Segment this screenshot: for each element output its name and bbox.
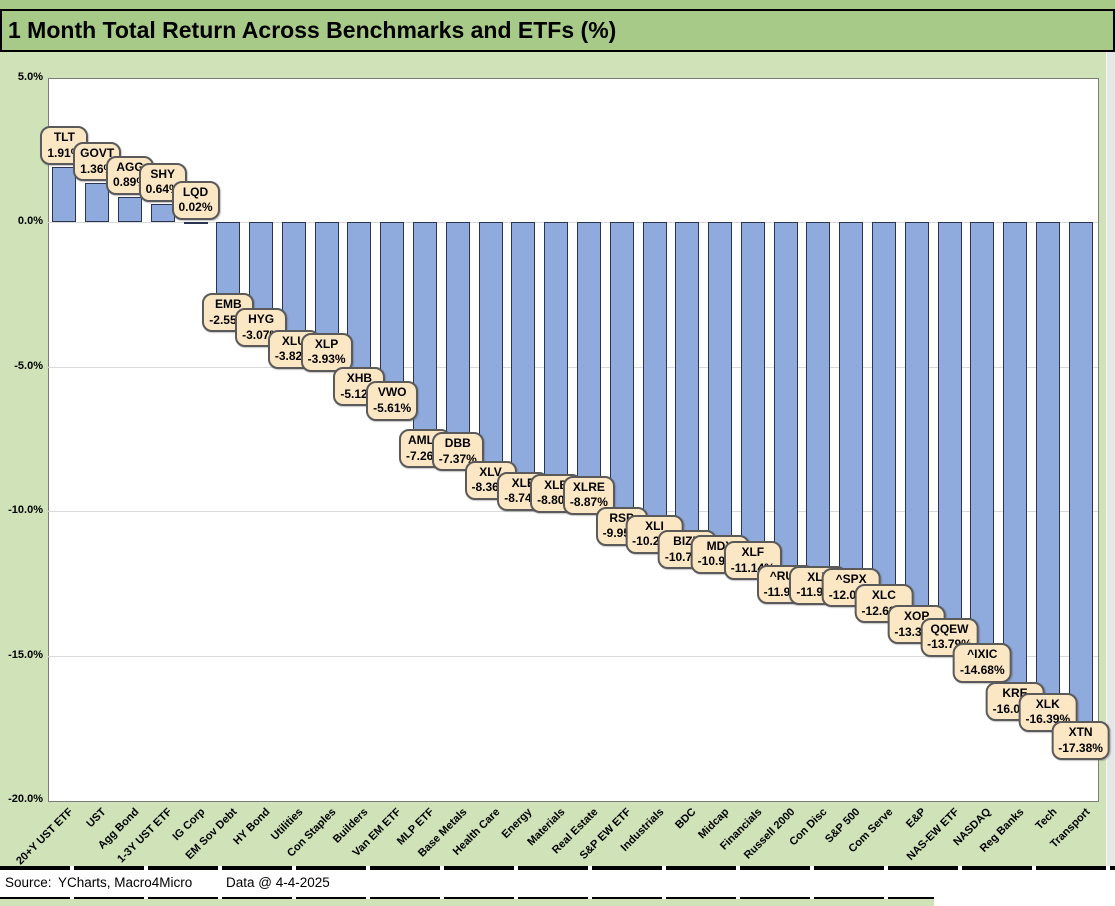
gridline (48, 222, 1098, 224)
bar (347, 222, 372, 371)
callout-value: 1.91% (47, 145, 82, 160)
callout-ticker: XLP (314, 336, 339, 351)
bar (118, 196, 142, 223)
bar (937, 222, 962, 621)
callout-value: -14.68% (959, 662, 1005, 677)
y-axis-tick-label: -20.0% (8, 793, 43, 805)
callout-ticker: LQD (182, 184, 209, 199)
bar (1068, 222, 1093, 725)
callout-ticker: GOVT (80, 146, 115, 161)
callout-ticker: XLV (479, 464, 502, 479)
bar (1003, 222, 1027, 686)
callout-ticker: VWO (377, 385, 407, 400)
callout-ticker: XLU (281, 333, 306, 348)
callout-ticker: ^IXIC (967, 647, 998, 662)
footer-top-border (0, 866, 1115, 870)
right-edge-strip (1106, 52, 1115, 866)
callout-value: -5.61% (373, 400, 412, 415)
y-axis-tick-label: -15.0% (8, 648, 43, 661)
callout-ticker: EMB (214, 297, 242, 311)
source-label: Source: (5, 875, 52, 890)
y-axis-tick-label: -10.0% (8, 504, 43, 517)
bar (708, 222, 732, 538)
data-callout: XLP -3.93% (300, 332, 353, 373)
callout-value: 1.36% (80, 161, 115, 176)
footer-green-strip (0, 899, 934, 906)
callout-ticker: AGG (116, 159, 144, 174)
bar (576, 222, 601, 479)
callout-value: 0.64% (145, 182, 180, 197)
gridline (48, 366, 1098, 368)
top-margin-strip (0, 0, 1115, 9)
bar (511, 222, 536, 475)
callout-ticker: XTN (1068, 725, 1093, 740)
callout-value: -8.87% (569, 495, 608, 510)
bar (609, 222, 634, 510)
bar (675, 222, 700, 534)
y-axis-tick-label: 0.0% (17, 215, 43, 228)
callout-ticker: XLE (511, 475, 535, 490)
title-bar: 1 Month Total Return Across Benchmarks a… (0, 9, 1115, 53)
y-axis-tick-label: 5.0% (17, 71, 43, 83)
callout-ticker: XLI (645, 518, 664, 533)
bar (445, 222, 470, 436)
bar (314, 222, 339, 336)
bar (216, 222, 241, 296)
callout-ticker: DBB (444, 436, 471, 451)
footer: Source: YCharts, Macro4Micro Data @ 4-4-… (0, 866, 1115, 906)
gridline (48, 655, 1098, 657)
bar (871, 222, 896, 588)
bar (380, 222, 405, 385)
callout-ticker: ^SPX (835, 572, 867, 587)
source-value: YCharts, Macro4Micro (58, 875, 193, 890)
callout-value: -3.93% (307, 352, 346, 367)
callout-value: -17.38% (1058, 740, 1103, 755)
data-callout: LQD 0.02% (171, 180, 220, 220)
callout-ticker: XLK (1035, 696, 1060, 711)
bar (642, 222, 667, 518)
callout-ticker: QQEW (930, 621, 969, 636)
callout-ticker: XHB (346, 371, 373, 386)
data-callout: XLB -8.80% (530, 473, 583, 513)
callout-ticker: XLRE (572, 479, 605, 494)
bar (1035, 222, 1060, 696)
data-callout: DBB -7.37% (431, 432, 484, 472)
bar (544, 222, 569, 477)
callout-ticker: XLB (544, 477, 569, 492)
bar (970, 222, 995, 647)
bar (183, 221, 208, 224)
callout-ticker: HYG (248, 312, 275, 327)
data-callout: XLRE -8.87% (562, 475, 615, 515)
data-callout: XTN -17.38% (1051, 721, 1110, 761)
bar (478, 222, 503, 464)
data-callout: HYG -3.07% (235, 308, 288, 348)
callout-value: 0.02% (178, 200, 213, 215)
bar (773, 222, 798, 569)
page-title: 1 Month Total Return Across Benchmarks a… (8, 17, 617, 43)
bar (806, 222, 831, 569)
data-date: Data @ 4-4-2025 (226, 875, 330, 890)
bar (839, 222, 864, 572)
footer-bottom-border (0, 897, 934, 899)
callout-ticker: XLF (741, 545, 765, 560)
y-axis-tick-label: -5.0% (14, 359, 43, 372)
callout-ticker: XLC (871, 588, 896, 603)
bar (52, 167, 77, 223)
bar (904, 222, 929, 609)
callout-ticker: TLT (53, 130, 75, 145)
data-callout: VWO -5.61% (366, 381, 419, 421)
bar (740, 222, 765, 545)
callout-value: 0.89% (112, 175, 148, 190)
callout-ticker: SHY (150, 166, 176, 181)
data-callout: ^IXIC -14.68% (952, 643, 1012, 683)
bar (85, 183, 110, 223)
